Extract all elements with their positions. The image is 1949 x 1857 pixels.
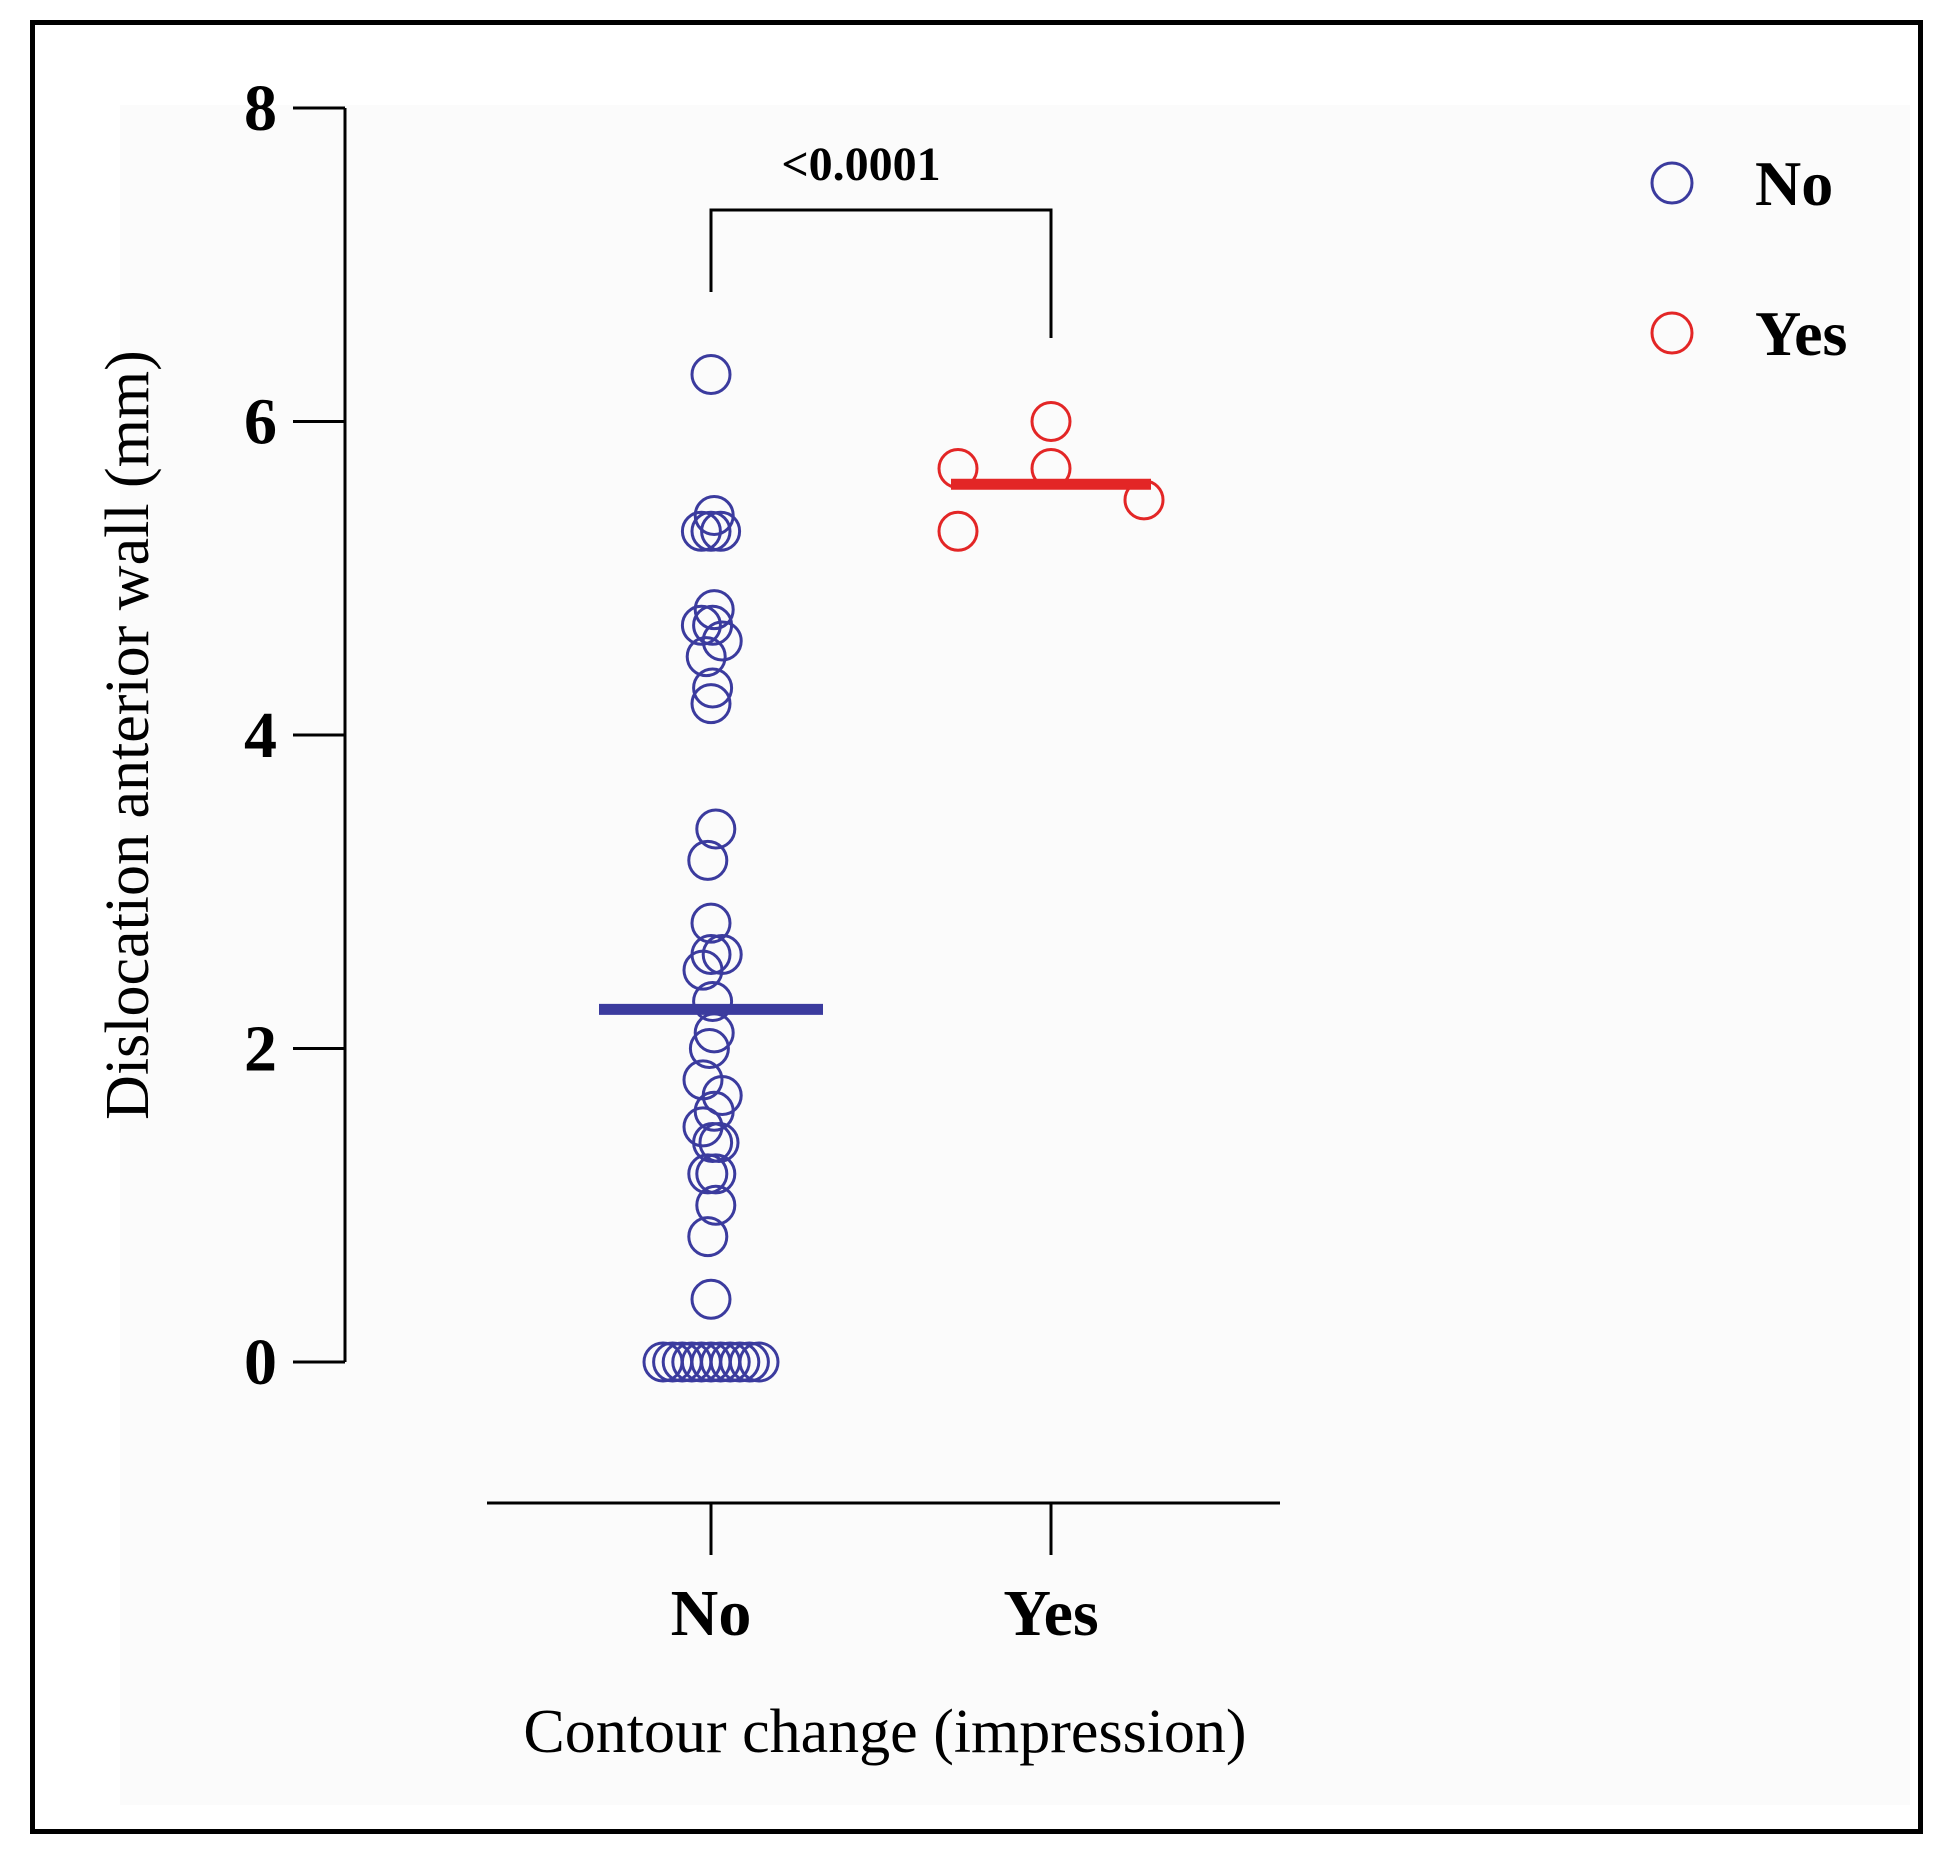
data-point-no	[687, 1153, 729, 1195]
x-axis: No Yes	[487, 1501, 1280, 1650]
data-point-no	[685, 636, 727, 678]
x-tick-label: No	[671, 1577, 752, 1650]
y-tick-label: 4	[244, 699, 277, 772]
data-point-no	[695, 1153, 737, 1195]
data-point-no	[680, 604, 722, 646]
data-point-no	[687, 839, 729, 881]
legend-label-no: No	[1755, 148, 1833, 219]
data-point-yes	[937, 510, 979, 552]
y-tick-label: 2	[244, 1013, 277, 1086]
data-point-no	[682, 949, 724, 991]
data-points	[642, 353, 1165, 1383]
y-tick-label: 0	[244, 1326, 277, 1399]
data-point-no	[692, 980, 734, 1022]
mean-lines	[599, 478, 1151, 1015]
data-point-no	[719, 1341, 761, 1383]
data-point-no	[687, 1216, 729, 1258]
data-point-no	[700, 510, 742, 552]
data-point-no	[695, 808, 737, 850]
y-tick-label: 8	[244, 72, 277, 145]
plot-panel	[120, 105, 1910, 1805]
data-point-no	[695, 1184, 737, 1226]
data-point-no	[693, 1090, 735, 1132]
data-point-no	[728, 1341, 770, 1383]
figure-frame	[30, 20, 1923, 1834]
data-point-no	[688, 1028, 730, 1069]
x-tick-label: Yes	[1003, 1577, 1098, 1650]
data-point-no	[692, 667, 734, 709]
x-axis-title: Contour change (impression)	[523, 1698, 1246, 1766]
legend-label-yes: Yes	[1755, 298, 1847, 369]
data-point-yes	[1030, 401, 1072, 442]
p-value-label: <0.0001	[781, 138, 940, 191]
legend-marker-yes	[1650, 311, 1694, 355]
legend-marker-no	[1650, 161, 1694, 205]
data-point-no	[690, 353, 732, 395]
significance-bracket: <0.0001	[709, 138, 1053, 338]
data-point-no	[701, 620, 743, 662]
legend: No Yes	[1650, 148, 1847, 369]
significance-bracket-line	[709, 208, 1053, 338]
y-axis-title: Dislocation anterior wall (mm)	[94, 350, 162, 1120]
y-axis: 0 2 4 6 8	[244, 72, 347, 1399]
data-point-no	[693, 589, 735, 631]
data-point-no	[709, 1341, 751, 1383]
data-point-no	[680, 510, 722, 552]
data-point-no	[690, 902, 732, 944]
data-point-no	[698, 1122, 740, 1164]
y-tick-label: 6	[244, 386, 277, 459]
data-point-no	[690, 510, 732, 552]
data-point-no	[738, 1341, 780, 1383]
data-point-no	[690, 1278, 732, 1320]
data-point-no	[690, 683, 732, 725]
